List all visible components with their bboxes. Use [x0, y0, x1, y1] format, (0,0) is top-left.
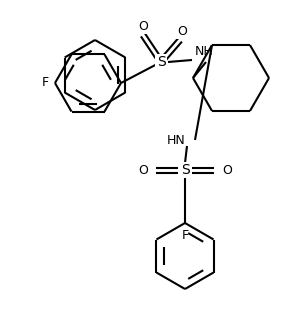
- Text: HN: HN: [166, 134, 185, 147]
- Text: O: O: [138, 20, 148, 33]
- Text: S: S: [157, 55, 165, 69]
- Text: F: F: [42, 76, 49, 90]
- Text: O: O: [138, 163, 148, 177]
- Text: S: S: [181, 163, 190, 177]
- Text: F: F: [181, 229, 189, 242]
- Text: NH: NH: [195, 45, 214, 58]
- Text: O: O: [177, 25, 187, 38]
- Text: O: O: [222, 163, 232, 177]
